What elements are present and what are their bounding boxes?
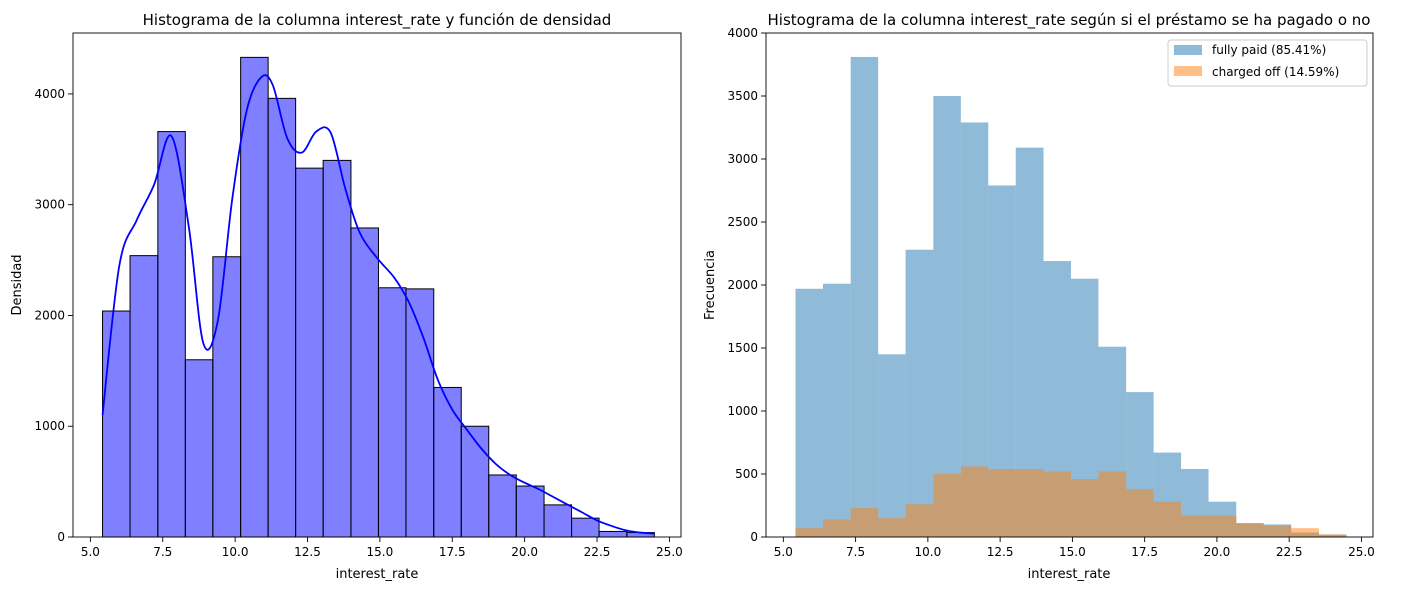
right-x-tick-label: 15.0 <box>1059 545 1086 559</box>
right-bar-fully-paid <box>822 283 851 537</box>
left-kde-line <box>101 74 655 535</box>
left-x-tick-label: 5.0 <box>81 545 100 559</box>
left-y-tick-label: 0 <box>57 530 65 544</box>
right-x-tick-label: 17.5 <box>1131 545 1158 559</box>
legend-box <box>1167 39 1368 87</box>
left-x-tick-label: 12.5 <box>294 545 321 559</box>
right-x-tick-label: 7.5 <box>846 545 865 559</box>
left-histogram-bar <box>515 485 545 538</box>
left-histogram-bar <box>157 131 186 538</box>
right-bar-charged-off <box>988 468 1016 537</box>
left-x-axis-ticks: 5.0 7.5 10.0 12.5 15.0 17.5 20.0 22.5 25.0 <box>81 537 683 559</box>
legend-label-fully-paid: fully paid (85.41%) <box>1212 43 1326 57</box>
left-x-tick-label: 20.0 <box>511 545 538 559</box>
right-bar-charged-off <box>1126 489 1154 537</box>
right-x-axis-label: interest_rate <box>1028 567 1111 582</box>
left-histogram-bar <box>598 530 628 538</box>
left-y-tick-label: 3000 <box>34 198 65 212</box>
right-y-tick-label: 2000 <box>727 278 758 292</box>
right-y-tick-label: 1000 <box>727 404 758 418</box>
left-histogram-bar <box>322 159 352 538</box>
left-histogram-bar <box>377 287 407 538</box>
right-y-tick-label: 2500 <box>727 215 758 229</box>
right-x-tick-label: 22.5 <box>1276 545 1303 559</box>
left-x-axis-label: interest_rate <box>336 567 419 582</box>
right-x-tick-label: 25.0 <box>1348 545 1375 559</box>
legend: fully paid (85.41%) charged off (14.59%) <box>1167 39 1368 87</box>
left-y-axis-ticks: 0 1000 2000 3000 4000 <box>34 87 73 544</box>
left-histogram-bar <box>543 504 573 538</box>
right-bar-fully-paid <box>795 288 823 537</box>
right-bar-fully-paid <box>850 56 879 537</box>
left-y-axis-label: Densidad <box>10 254 25 315</box>
right-y-tick-label: 1500 <box>727 341 758 355</box>
right-histogram-bars <box>795 56 1347 538</box>
right-bar-fully-paid <box>905 249 934 537</box>
left-histogram-bar <box>460 425 490 538</box>
right-bar-charged-off <box>1098 471 1127 537</box>
right-bar-charged-off <box>1181 515 1209 537</box>
right-y-tick-label: 3500 <box>727 89 758 103</box>
right-y-tick-label: 4000 <box>727 26 758 40</box>
right-chart-title: Histograma de la columna interest_rate s… <box>768 11 1371 30</box>
left-chart-title: Histograma de la columna interest_rate y… <box>143 11 612 30</box>
legend-swatch-charged-off <box>1174 66 1202 76</box>
right-bar-charged-off <box>960 466 989 537</box>
right-x-tick-label: 10.0 <box>915 545 942 559</box>
panel-right: Histograma de la columna interest_rate s… <box>703 11 1375 582</box>
right-bar-charged-off <box>1263 525 1292 537</box>
left-x-tick-label: 15.0 <box>367 545 394 559</box>
left-histogram-bar <box>267 97 297 538</box>
left-histogram-bar <box>488 474 517 538</box>
right-bar-fully-paid <box>878 354 906 537</box>
right-bar-charged-off <box>905 504 934 537</box>
left-y-tick-label: 4000 <box>34 87 65 101</box>
panel-left: Histograma de la columna interest_rate y… <box>10 11 683 582</box>
right-y-tick-label: 3000 <box>727 152 758 166</box>
right-bar-charged-off <box>795 528 823 537</box>
right-bar-charged-off <box>878 518 906 537</box>
left-x-tick-label: 17.5 <box>439 545 466 559</box>
right-bar-charged-off <box>1291 528 1319 537</box>
legend-swatch-fully-paid <box>1174 45 1202 55</box>
right-x-tick-label: 12.5 <box>987 545 1014 559</box>
right-bar-charged-off <box>822 519 851 537</box>
left-x-tick-label: 10.0 <box>222 545 249 559</box>
left-y-tick-label: 1000 <box>34 419 65 433</box>
left-histogram-bar <box>571 517 600 538</box>
left-histogram-bar <box>212 256 242 538</box>
left-histogram-bar <box>184 359 214 538</box>
right-bar-charged-off <box>1236 523 1264 537</box>
right-y-tick-label: 0 <box>750 530 758 544</box>
left-y-tick-label: 2000 <box>34 308 65 322</box>
legend-label-charged-off: charged off (14.59%) <box>1212 65 1339 79</box>
right-bar-charged-off <box>1153 501 1182 537</box>
left-histogram-bar <box>295 167 324 538</box>
left-plot-frame <box>72 32 682 538</box>
right-bar-charged-off <box>850 508 879 537</box>
right-y-axis-label: Frecuencia <box>703 250 718 320</box>
right-x-axis-ticks: 5.0 7.5 10.0 12.5 15.0 17.5 20.0 22.5 25.0 <box>774 537 1375 559</box>
right-bar-charged-off <box>1208 515 1237 537</box>
right-bar-charged-off <box>1318 534 1347 537</box>
left-x-tick-label: 7.5 <box>153 545 172 559</box>
left-histogram-bar <box>102 310 131 538</box>
left-x-tick-label: 22.5 <box>584 545 611 559</box>
left-histogram-bar <box>129 255 159 538</box>
left-x-tick-label: 25.0 <box>656 545 683 559</box>
right-bar-charged-off <box>1070 479 1099 537</box>
right-x-tick-label: 20.0 <box>1204 545 1231 559</box>
left-histogram-bar <box>433 386 462 538</box>
left-histogram-bar <box>350 227 379 538</box>
right-bar-charged-off <box>1015 468 1044 537</box>
right-y-axis-ticks: 0 500 1000 1500 2000 2500 3000 3500 4000 <box>727 26 766 544</box>
right-bar-fully-paid <box>933 96 961 537</box>
right-bar-charged-off <box>1043 471 1071 537</box>
right-y-tick-label: 500 <box>735 467 758 481</box>
right-x-tick-label: 5.0 <box>774 545 793 559</box>
right-bar-charged-off <box>933 474 961 537</box>
left-histogram-bars <box>102 56 655 538</box>
left-histogram-bar <box>240 56 269 538</box>
